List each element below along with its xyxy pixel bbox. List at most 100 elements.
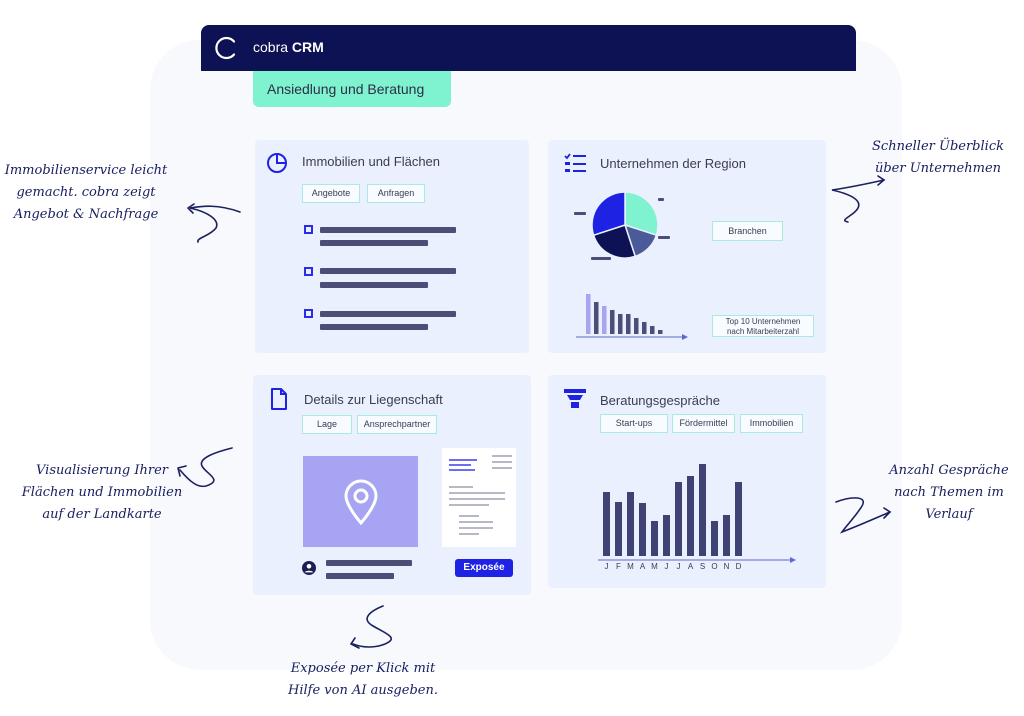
bar-mark bbox=[651, 521, 658, 556]
document-icon bbox=[271, 388, 287, 410]
chip-start-ups[interactable]: Start-ups bbox=[600, 414, 668, 433]
doc-line bbox=[449, 504, 489, 506]
x-tick-label: O bbox=[711, 562, 717, 571]
pie-label-dash bbox=[574, 212, 586, 215]
x-tick-label: A bbox=[640, 562, 646, 571]
bar-mark bbox=[663, 515, 670, 556]
bar-mark bbox=[675, 482, 682, 556]
bar-mark bbox=[711, 521, 718, 556]
pie-slice bbox=[624, 191, 659, 237]
user-avatar-icon bbox=[302, 561, 316, 575]
doc-line bbox=[449, 492, 505, 494]
checkbox[interactable] bbox=[304, 267, 313, 276]
x-tick-label: M bbox=[651, 562, 658, 571]
bar-mark bbox=[627, 492, 634, 556]
doc-line bbox=[492, 461, 512, 463]
x-axis-arrow bbox=[790, 557, 796, 563]
pie-slice bbox=[591, 191, 626, 237]
x-tick-label: A bbox=[688, 562, 694, 571]
card-immobilien[interactable] bbox=[255, 140, 529, 353]
x-tick-label: J bbox=[665, 562, 669, 571]
arrow-right-icon bbox=[835, 497, 892, 534]
app-brand: cobra CRM bbox=[253, 39, 324, 55]
bar-mark bbox=[603, 492, 610, 556]
bar-mark bbox=[658, 330, 663, 334]
bar-mark bbox=[626, 314, 631, 334]
contact-name-placeholder bbox=[326, 560, 412, 566]
bar-mark bbox=[594, 302, 599, 334]
bar-mark bbox=[615, 502, 622, 556]
annotation-unternehmen: Schneller Überblick über Unternehmen bbox=[872, 139, 1004, 176]
checkbox[interactable] bbox=[304, 309, 313, 318]
chip-top10[interactable]: Top 10 Unternehmen nach Mitarbeiterzahl bbox=[712, 315, 814, 337]
checkbox[interactable] bbox=[304, 225, 313, 234]
chip-lage[interactable]: Lage bbox=[302, 415, 352, 434]
chip-ansprechpartner[interactable]: Ansprechpartner bbox=[357, 415, 437, 434]
expose-button[interactable]: Exposée bbox=[455, 559, 513, 577]
annotation-karte: Visualisierung Ihrer Flächen und Immobil… bbox=[21, 463, 183, 522]
chip-immobilien[interactable]: Immobilien bbox=[740, 414, 803, 433]
bar-mark bbox=[687, 476, 694, 556]
annotation-gespraeche: Anzahl Gespräche nach Themen im Verlauf bbox=[889, 463, 1009, 522]
doc-line bbox=[459, 521, 493, 523]
x-axis-arrow bbox=[682, 334, 688, 340]
branchen-pie-chart bbox=[591, 191, 659, 259]
x-tick-label: J bbox=[677, 562, 681, 571]
chip-foerdermittel[interactable]: Fördermittel bbox=[672, 414, 735, 433]
doc-line bbox=[492, 467, 512, 469]
annotation-immobilien: Immobilienservice leicht gemacht. cobra … bbox=[4, 163, 168, 222]
chip-anfragen[interactable]: Anfragen bbox=[367, 184, 425, 203]
brand-prefix: cobra bbox=[253, 39, 289, 55]
checklist-icon bbox=[564, 153, 586, 172]
pie-label-dash bbox=[658, 198, 664, 201]
bar-mark bbox=[735, 482, 742, 556]
card-title-beratung: Beratungsgespräche bbox=[600, 393, 720, 408]
doc-line bbox=[492, 455, 512, 457]
text-line-placeholder bbox=[320, 268, 456, 274]
doc-line bbox=[459, 527, 493, 529]
chip-branchen[interactable]: Branchen bbox=[712, 221, 783, 241]
text-line-placeholder bbox=[320, 282, 428, 288]
doc-line-highlight bbox=[449, 469, 475, 471]
app-header: cobra CRM bbox=[201, 25, 856, 71]
bar-mark bbox=[602, 306, 607, 334]
chip-angebote[interactable]: Angebote bbox=[302, 184, 360, 203]
cobra-logo-icon bbox=[215, 36, 236, 60]
doc-line bbox=[449, 486, 473, 488]
x-tick-label: N bbox=[724, 562, 730, 571]
text-line-placeholder bbox=[320, 324, 428, 330]
location-pin-icon bbox=[344, 479, 378, 525]
top10-bar-chart bbox=[576, 294, 688, 340]
card-title-unternehmen: Unternehmen der Region bbox=[600, 156, 746, 171]
annotation-expose: Exposée per Klick mit Hilfe von AI ausge… bbox=[288, 661, 438, 698]
arrow-left-icon bbox=[831, 175, 886, 223]
tab-ansiedlung-beratung[interactable]: Ansiedlung und Beratung bbox=[253, 71, 451, 107]
text-line-placeholder bbox=[320, 311, 456, 317]
bar-mark bbox=[639, 503, 646, 556]
contact-detail-placeholder bbox=[326, 573, 394, 579]
arrow-up-icon bbox=[349, 605, 392, 649]
doc-line-highlight bbox=[449, 464, 471, 466]
text-line-placeholder bbox=[320, 227, 456, 233]
x-tick-label: D bbox=[736, 562, 742, 571]
bar-mark bbox=[610, 310, 615, 334]
pie-slice bbox=[592, 224, 637, 259]
x-tick-label: M bbox=[627, 562, 634, 571]
doc-line bbox=[459, 533, 479, 535]
card-title-immobilien: Immobilien und Flächen bbox=[302, 154, 441, 169]
bar-mark bbox=[586, 294, 591, 334]
doc-line bbox=[449, 498, 505, 500]
bar-mark bbox=[650, 326, 655, 334]
bar-mark bbox=[642, 322, 647, 334]
pie-chart-icon bbox=[267, 153, 287, 173]
text-line-placeholder bbox=[320, 240, 428, 246]
card-title-liegenschaft: Details zur Liegenschaft bbox=[304, 392, 443, 407]
x-tick-label: S bbox=[700, 562, 705, 571]
x-tick-label: J bbox=[605, 562, 609, 571]
brand-name: CRM bbox=[291, 39, 324, 55]
funnel-icon bbox=[564, 389, 586, 408]
pie-label-dash bbox=[591, 257, 611, 260]
arrow-left-icon bbox=[177, 447, 233, 488]
bar-mark bbox=[618, 314, 623, 334]
